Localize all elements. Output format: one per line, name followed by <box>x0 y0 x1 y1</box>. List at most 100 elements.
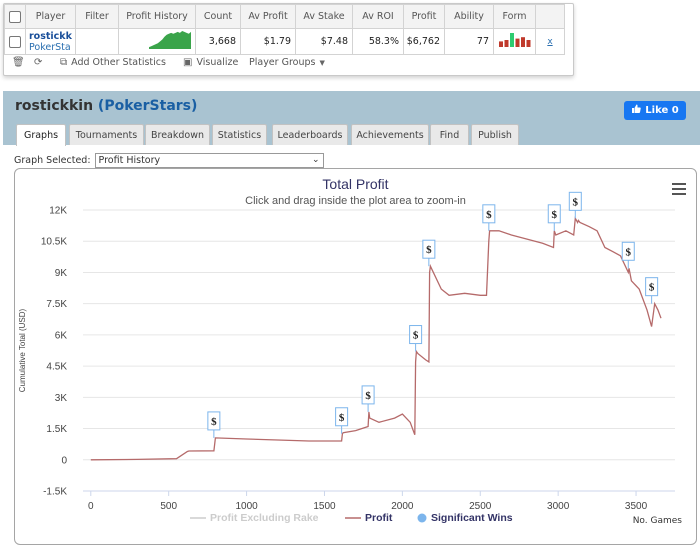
filter-cell[interactable] <box>75 28 119 55</box>
remove-player-link[interactable]: x <box>547 37 553 47</box>
col-header-blank <box>535 4 565 29</box>
x-tick-label: 1500 <box>313 501 336 512</box>
player-header: rostickkin (PokerStars) Like 0 Graphs To… <box>3 91 700 146</box>
profit-value: $6,762 <box>403 28 445 55</box>
remove-cell[interactable]: x <box>535 28 565 55</box>
site-close-paren: ) <box>191 98 198 114</box>
col-header-count[interactable]: Count <box>195 4 241 29</box>
legend-label-excl-rake: Profit Excluding Rake <box>210 512 319 524</box>
site-link[interactable]: PokerStars <box>104 98 192 114</box>
form-cell <box>493 28 536 55</box>
refresh-button[interactable]: ⟳ <box>34 57 42 68</box>
av-profit-value: $1.79 <box>240 28 296 55</box>
add-other-statistics-button[interactable]: ⧉ Add Other Statistics <box>60 57 166 68</box>
form-bar <box>504 40 508 47</box>
significant-win-marker[interactable]: $ <box>482 204 496 231</box>
graph-selector: Graph Selected: Profit History ⌄ <box>14 153 324 168</box>
tab-publish[interactable]: Publish <box>471 124 519 145</box>
chart-title: Total Profit <box>322 176 389 192</box>
count-value: 3,668 <box>195 28 241 55</box>
legend-item-profit[interactable]: Profit <box>345 512 392 524</box>
significant-win-marker[interactable]: $ <box>568 191 582 219</box>
tab-breakdown[interactable]: Breakdown <box>145 124 210 145</box>
significant-win-marker[interactable]: $ <box>335 407 349 434</box>
col-header-ability[interactable]: Ability <box>444 4 494 29</box>
y-tick-label: 9K <box>55 268 68 279</box>
row-checkbox[interactable] <box>9 35 21 48</box>
table-row: rostickk PokerSta 3,668 $1.79 $7.48 58.3… <box>4 28 565 55</box>
legend-label-profit: Profit <box>365 512 393 524</box>
col-header-profit[interactable]: Profit <box>403 4 445 29</box>
significant-win-marker[interactable]: $ <box>361 385 375 412</box>
player-groups-label: Player Groups <box>249 57 316 68</box>
tab-find[interactable]: Find <box>430 124 469 145</box>
legend-item-significant-wins[interactable]: Significant Wins <box>417 512 513 524</box>
col-header-av-profit[interactable]: Av Profit <box>240 4 296 29</box>
add-other-statistics-label: Add Other Statistics <box>71 57 166 68</box>
form-bar <box>498 41 503 47</box>
y-tick-label: 7.5K <box>46 299 67 310</box>
col-header-filter[interactable]: Filter <box>75 4 119 29</box>
significant-win-marker[interactable]: $ <box>409 325 423 352</box>
tab-statistics[interactable]: Statistics <box>212 124 267 145</box>
x-axis-title: No. Games <box>632 516 682 526</box>
caret-down-icon: ▼ <box>319 58 325 67</box>
select-all-cell[interactable] <box>4 4 26 29</box>
svg-text:$: $ <box>626 246 632 258</box>
page-title: rostickkin (PokerStars) <box>15 98 197 114</box>
legend-label-significant-wins: Significant Wins <box>431 512 513 524</box>
image-icon: ▣ <box>183 57 193 68</box>
row-select-cell[interactable] <box>4 28 26 55</box>
col-header-player[interactable]: Player <box>25 4 76 29</box>
graph-select-value: Profit History <box>98 155 161 166</box>
significant-win-marker[interactable]: $ <box>547 204 561 231</box>
trash-icon: 🗑 <box>12 57 25 68</box>
player-groups-dropdown[interactable]: Player Groups ▼ <box>249 57 325 68</box>
player-cell[interactable]: rostickk PokerSta <box>25 28 76 55</box>
significant-win-marker[interactable]: $ <box>621 241 635 269</box>
y-axis-title: Cumulative Total (USD) <box>18 308 27 392</box>
tab-graphs[interactable]: Graphs <box>16 124 66 146</box>
significant-win-marker[interactable]: $ <box>207 411 221 438</box>
y-tick-label: 12K <box>49 206 67 217</box>
graph-select-dropdown[interactable]: Profit History ⌄ <box>94 153 324 168</box>
x-tick-label: 500 <box>160 501 177 512</box>
x-tick-label: 3500 <box>625 501 648 512</box>
form-bars <box>498 33 530 47</box>
chart-menu-icon[interactable] <box>672 183 686 198</box>
col-header-av-stake[interactable]: Av Stake <box>295 4 353 29</box>
legend-item-excl-rake[interactable]: Profit Excluding Rake <box>190 512 319 524</box>
delete-button[interactable]: 🗑 <box>12 57 25 68</box>
chart-panel[interactable]: Total Profit Click and drag inside the p… <box>14 168 697 545</box>
site-link-group[interactable]: (PokerStars) <box>98 98 198 114</box>
facebook-like-button[interactable]: Like 0 <box>624 101 686 120</box>
y-tick-label: 1.5K <box>46 424 67 435</box>
col-header-form[interactable]: Form <box>493 4 536 29</box>
visualize-button[interactable]: ▣ Visualize <box>183 57 238 68</box>
y-tick-label: 0 <box>61 455 67 466</box>
col-header-av-roi[interactable]: Av ROI <box>352 4 404 29</box>
chart-subtitle: Click and drag inside the plot area to z… <box>245 195 466 207</box>
av-roi-value: 58.3% <box>352 28 404 55</box>
copy-icon: ⧉ <box>60 57 68 68</box>
significant-win-marker[interactable]: $ <box>422 239 436 267</box>
y-tick-label: 6K <box>55 330 68 341</box>
player-site-link[interactable]: PokerSta <box>29 41 71 53</box>
significant-win-marker[interactable]: $ <box>645 277 659 304</box>
profit-chart[interactable]: -1.5K 0 1.5K 3K 4.5K 6K 7.5K 9K 10.5K 12K 0 500 1000… <box>15 169 696 544</box>
tab-achievements[interactable]: Achievements <box>351 124 429 145</box>
tab-tournaments[interactable]: Tournaments <box>69 124 144 145</box>
player-name-link[interactable]: rostickk <box>29 30 72 42</box>
svg-text:$: $ <box>365 390 371 402</box>
stats-header-row: Player Filter Profit History Count Av Pr… <box>4 4 565 29</box>
svg-text:$: $ <box>339 412 345 424</box>
series-line-profit[interactable] <box>90 216 662 461</box>
svg-text:$: $ <box>552 209 558 221</box>
col-header-profit-history[interactable]: Profit History <box>118 4 196 29</box>
tab-leaderboards[interactable]: Leaderboards <box>272 124 348 145</box>
form-bar <box>509 33 514 47</box>
svg-text:$: $ <box>573 196 579 208</box>
profit-history-cell <box>118 28 196 55</box>
ability-value: 77 <box>444 28 494 55</box>
select-all-checkbox[interactable] <box>9 10 21 23</box>
